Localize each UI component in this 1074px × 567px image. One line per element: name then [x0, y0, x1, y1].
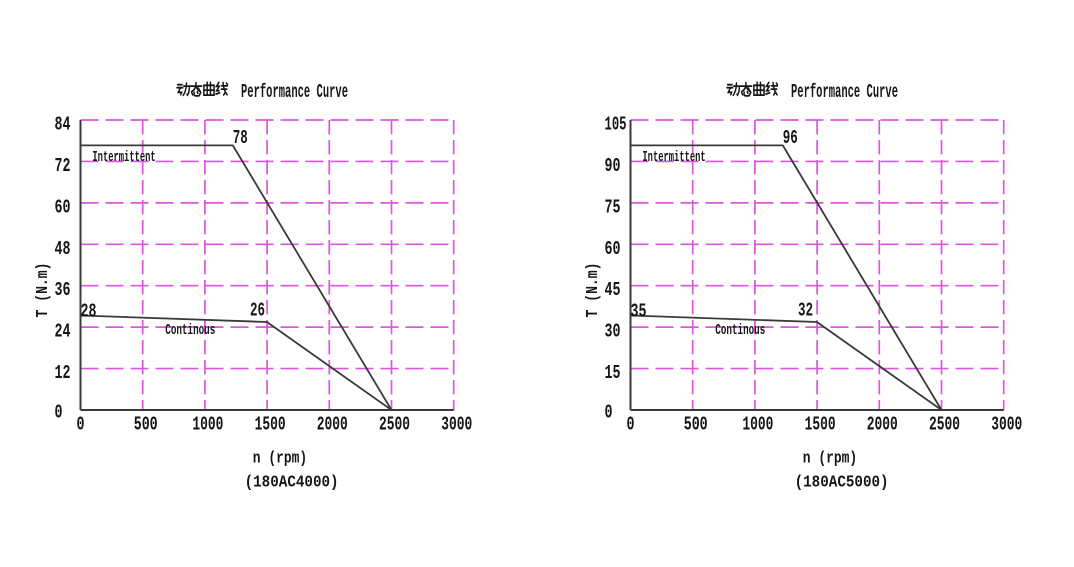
svg-text:Continous: Continous: [165, 322, 215, 339]
svg-text:(180AC4000): (180AC4000): [245, 474, 339, 493]
svg-text:105: 105: [605, 114, 627, 136]
svg-text:1000: 1000: [192, 414, 223, 436]
svg-text:32: 32: [798, 300, 813, 322]
svg-text:T (N.m): T (N.m): [34, 263, 53, 318]
svg-text:3000: 3000: [441, 414, 472, 436]
svg-text:30: 30: [605, 321, 621, 343]
svg-text:1500: 1500: [255, 414, 286, 436]
svg-text:24: 24: [55, 321, 71, 343]
svg-text:T (N.m): T (N.m): [584, 263, 603, 318]
svg-text:2000: 2000: [317, 414, 348, 436]
svg-text:60: 60: [55, 196, 71, 218]
svg-text:45: 45: [605, 279, 621, 301]
svg-text:n (rpm): n (rpm): [253, 450, 307, 469]
svg-text:72: 72: [55, 155, 71, 177]
svg-text:78: 78: [233, 127, 248, 149]
svg-text:Intermittent: Intermittent: [92, 149, 155, 166]
svg-text:35: 35: [631, 301, 647, 323]
svg-text:75: 75: [605, 196, 621, 218]
svg-text:2000: 2000: [867, 414, 898, 436]
svg-text:Performance Curve: Performance Curve: [791, 81, 898, 103]
svg-text:1500: 1500: [805, 414, 836, 436]
svg-text:84: 84: [55, 114, 71, 136]
svg-text:0: 0: [55, 402, 63, 424]
svg-text:15: 15: [605, 362, 621, 384]
svg-text:0: 0: [605, 402, 613, 424]
svg-text:n (rpm): n (rpm): [803, 450, 857, 469]
svg-text:26: 26: [250, 300, 265, 322]
svg-text:0: 0: [77, 414, 85, 436]
svg-text:500: 500: [134, 414, 158, 436]
svg-text:2500: 2500: [929, 414, 960, 436]
svg-text:Continous: Continous: [715, 322, 765, 339]
svg-text:Performance Curve: Performance Curve: [241, 81, 348, 103]
svg-text:0: 0: [627, 414, 635, 436]
svg-text:96: 96: [783, 127, 798, 149]
svg-text:1000: 1000: [742, 414, 773, 436]
svg-text:36: 36: [55, 279, 71, 301]
svg-text:(180AC5000): (180AC5000): [795, 474, 889, 493]
svg-text:28: 28: [81, 301, 97, 323]
svg-text:48: 48: [55, 238, 71, 260]
svg-text:12: 12: [55, 362, 71, 384]
svg-text:3000: 3000: [991, 414, 1022, 436]
svg-text:500: 500: [684, 414, 708, 436]
svg-text:Intermittent: Intermittent: [642, 149, 705, 166]
svg-text:2500: 2500: [379, 414, 410, 436]
svg-text:60: 60: [605, 238, 621, 260]
svg-text:90: 90: [605, 155, 621, 177]
